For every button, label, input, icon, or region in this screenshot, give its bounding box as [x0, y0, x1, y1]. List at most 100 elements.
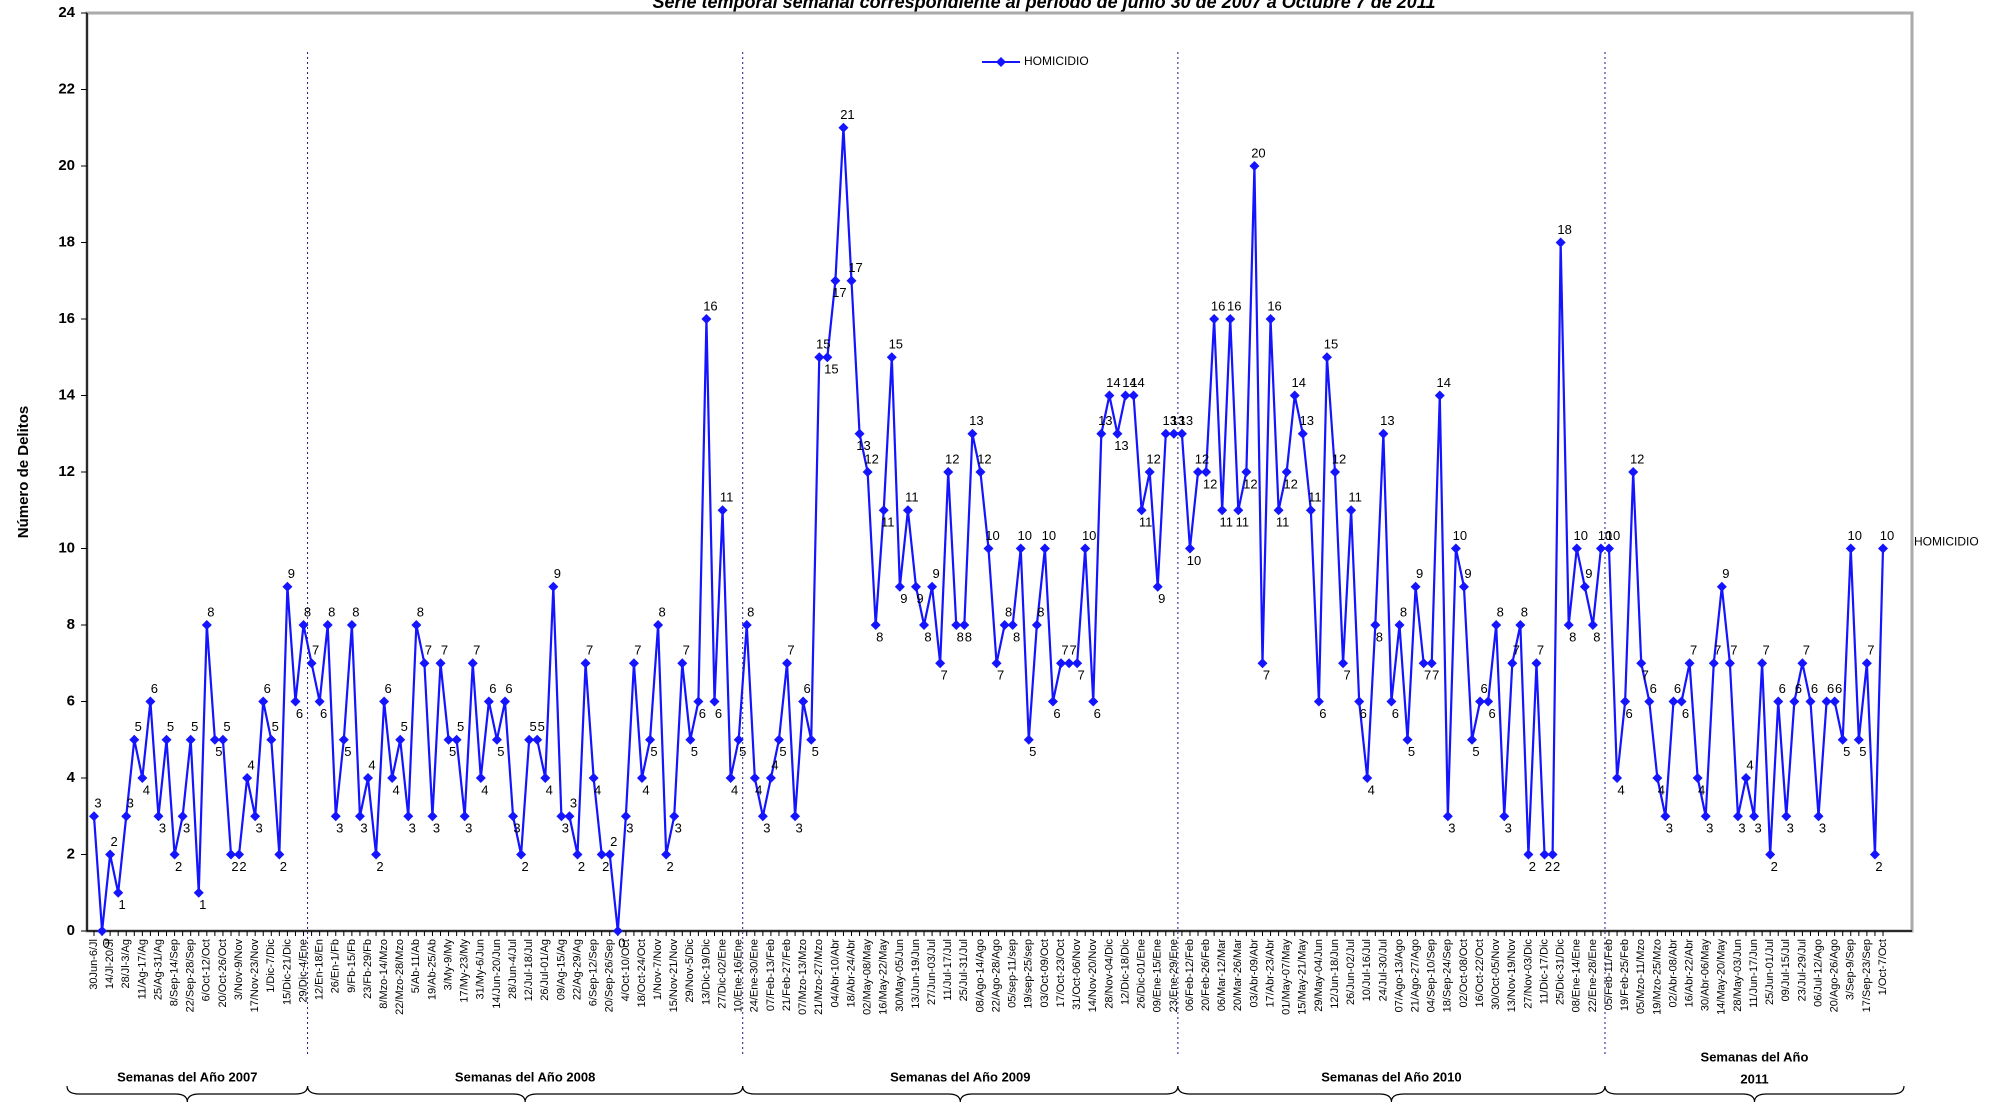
point — [1273, 505, 1284, 516]
x-tick-label: 02/Abr-08/Abr — [1667, 939, 1679, 1008]
point — [1869, 849, 1880, 860]
data-label: 5 — [538, 719, 545, 734]
point — [314, 696, 325, 707]
data-label: 8 — [924, 629, 931, 644]
x-tick-label: 09/Jul-15/Jul — [1780, 939, 1792, 1001]
point — [1708, 658, 1719, 669]
y-tick-label: 10 — [58, 539, 75, 556]
point — [1837, 734, 1848, 745]
x-tick-label: 29/Nov-5/Dic — [684, 939, 696, 1003]
x-tick-label: 12/En-18/En — [314, 939, 326, 1000]
data-label: 8 — [328, 604, 335, 619]
data-label: 7 — [1642, 668, 1649, 683]
data-label: 3 — [433, 821, 440, 836]
data-label: 7 — [1714, 643, 1721, 658]
x-tick-label: 19/Feb-25/Feb — [1619, 939, 1631, 1011]
data-label: 6 — [296, 706, 303, 721]
data-label: 3 — [1819, 821, 1826, 836]
point — [1668, 696, 1679, 707]
point — [1072, 658, 1083, 669]
x-tick-label: 1/Nov-7/Nov — [652, 939, 664, 1001]
data-label: 5 — [135, 719, 142, 734]
point — [1023, 734, 1034, 745]
x-tick-label: 21/Mzo-27/Mzo — [813, 939, 825, 1015]
point — [1442, 811, 1453, 822]
x-tick-label: 29/May-04/Jun — [1313, 939, 1325, 1012]
point — [1104, 390, 1115, 401]
point — [967, 428, 978, 439]
point — [782, 658, 793, 669]
point — [1241, 467, 1252, 477]
x-tick-label: 22/Ag-29/Ag — [571, 939, 583, 1000]
data-label: 8 — [658, 604, 665, 619]
point — [1297, 428, 1308, 439]
data-label: 11 — [905, 490, 919, 505]
data-label: 5 — [1408, 744, 1415, 759]
point — [1184, 543, 1195, 554]
point — [757, 811, 768, 822]
x-tick-label: 18/Oct-24/Oct — [636, 939, 648, 1007]
point — [1354, 696, 1365, 707]
x-tick-label: 6/Oct-12/Oct — [201, 939, 213, 1001]
data-label: 12 — [1332, 451, 1346, 466]
x-tick-label: 13/Dic-19/Dic — [700, 939, 712, 1006]
data-label: 3 — [570, 796, 577, 811]
point — [524, 734, 535, 745]
point — [1458, 581, 1469, 592]
x-tick-label: 22/Sep-28/Sep — [185, 939, 197, 1012]
y-tick-label: 18 — [58, 233, 75, 250]
year-brace — [66, 1085, 309, 1103]
x-tick-label: 25/Jun-01/Jul — [1764, 939, 1776, 1005]
x-tick-label: 11/Jul-17/Jul — [942, 939, 954, 1001]
data-label: 13 — [1300, 413, 1314, 428]
data-label: 2 — [602, 859, 609, 874]
point — [1539, 849, 1550, 860]
series-end-label: HOMICIDIO — [1914, 535, 1979, 549]
data-label: 4 — [247, 757, 254, 772]
data-label: 3 — [1505, 821, 1512, 836]
data-label: 3 — [513, 821, 520, 836]
point — [1555, 237, 1566, 248]
point — [371, 849, 382, 860]
y-tick-label: 0 — [67, 922, 75, 939]
data-label: 3 — [159, 821, 166, 836]
x-tick-label: 1/Oct-7/Oct — [1877, 939, 1889, 995]
year-label: Semanas del Año 2008 — [455, 1069, 595, 1084]
point — [201, 620, 212, 630]
point — [532, 734, 543, 745]
point — [1321, 352, 1332, 363]
point — [1064, 658, 1075, 669]
data-label: 8 — [304, 604, 311, 619]
point — [475, 773, 486, 783]
data-label: 5 — [449, 744, 456, 759]
point — [1144, 467, 1155, 477]
point — [1193, 467, 1204, 477]
point — [1789, 696, 1800, 707]
year-label: Semanas del Año 2009 — [890, 1069, 1030, 1084]
point — [1201, 467, 1212, 477]
point — [1128, 390, 1139, 401]
data-label: 3 — [94, 796, 101, 811]
point — [1136, 505, 1147, 516]
x-tick-label: 05/Mzo-11/Mzo — [1635, 939, 1647, 1014]
point — [443, 734, 454, 745]
data-label: 3 — [409, 821, 416, 836]
point — [1692, 773, 1703, 783]
data-label: 13 — [1163, 413, 1177, 428]
point — [999, 620, 1010, 630]
point — [161, 734, 172, 745]
point — [1547, 849, 1558, 860]
point — [89, 811, 99, 822]
data-label: 7 — [1803, 643, 1810, 658]
data-label: 3 — [626, 821, 633, 836]
x-tick-label: 17/Nov-23/Nov — [249, 939, 261, 1013]
point — [1394, 620, 1405, 630]
data-label: 6 — [1811, 681, 1818, 696]
point — [1732, 811, 1743, 822]
data-label: 9 — [554, 566, 561, 581]
data-label: 5 — [167, 719, 174, 734]
point — [354, 811, 365, 822]
point — [1467, 734, 1478, 745]
data-label: 14 — [1106, 375, 1120, 390]
data-label: 6 — [320, 706, 327, 721]
